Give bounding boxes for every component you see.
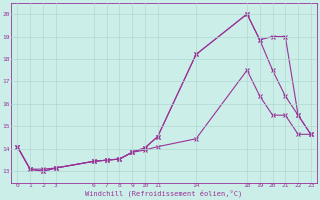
X-axis label: Windchill (Refroidissement éolien,°C): Windchill (Refroidissement éolien,°C) [85,190,243,197]
